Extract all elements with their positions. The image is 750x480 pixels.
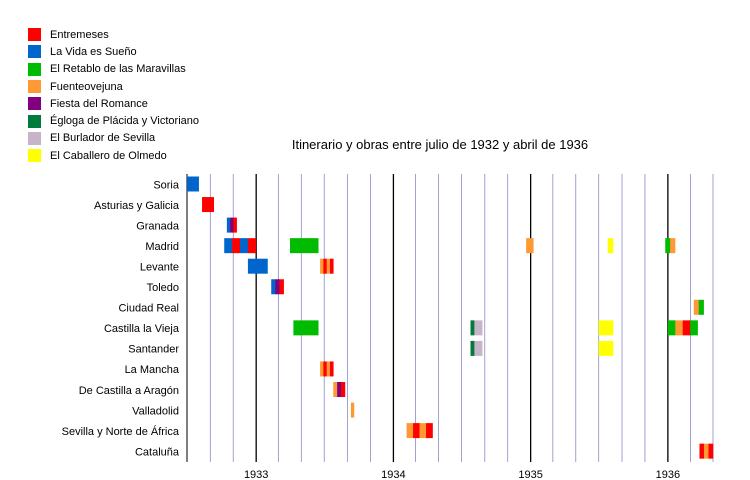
legend-item: El Burlador de Sevilla (28, 130, 199, 147)
region-label: Toledo (147, 282, 179, 294)
event-bar (675, 320, 684, 336)
region-label: Cataluña (135, 446, 180, 458)
x-tick-label: 1934 (381, 469, 405, 480)
event-bar (350, 402, 355, 418)
region-label: Levante (140, 261, 179, 273)
legend-item: La Vida es Sueño (28, 43, 199, 60)
region-label: La Mancha (125, 364, 180, 376)
event-bar (297, 320, 319, 336)
event-bar (233, 217, 237, 233)
region-label: Santander (128, 344, 179, 356)
event-bar (247, 238, 257, 254)
legend-label: Fiesta del Romance (50, 97, 148, 110)
region-label: Sevilla y Norte de África (62, 425, 180, 438)
event-bar (598, 340, 614, 356)
event-bar (682, 320, 691, 336)
legend-item: Égloga de Plácida y Victoriano (28, 112, 199, 129)
event-bar (419, 423, 427, 439)
event-bar (690, 320, 698, 336)
event-bar (323, 361, 327, 377)
event-bar (341, 382, 346, 397)
legend-label: El Burlador de Sevilla (50, 132, 156, 145)
event-bar (474, 340, 479, 356)
legend-item: El Retablo de las Maravillas (28, 61, 199, 78)
event-bar (275, 279, 280, 295)
event-bar (406, 423, 414, 439)
region-label: De Castilla a Aragón (79, 385, 179, 397)
x-tick-label: 1933 (244, 469, 268, 480)
event-bar (699, 443, 705, 459)
legend-swatch (28, 28, 41, 42)
event-bar (470, 320, 475, 336)
event-bar (667, 320, 676, 336)
x-tick-label: 1935 (518, 469, 542, 480)
legend-swatch (28, 45, 41, 59)
event-bar (413, 423, 420, 439)
legend-swatch (28, 114, 41, 128)
region-label: Granada (136, 220, 180, 232)
legend-label: Entremeses (50, 28, 109, 41)
event-bar (271, 279, 276, 295)
region-label: Valladolid (132, 405, 179, 417)
legend-item: El Caballero de Olmedo (28, 147, 199, 164)
legend-item: Fuenteovejuna (28, 78, 199, 95)
event-bar (337, 382, 342, 397)
event-bar (232, 238, 241, 254)
legend-label: El Caballero de Olmedo (50, 149, 167, 162)
event-bar (526, 238, 534, 254)
event-bar (329, 361, 334, 377)
event-bar (226, 217, 231, 233)
legend-label: La Vida es Sueño (50, 45, 137, 58)
event-bar (698, 299, 704, 315)
event-bar (326, 258, 331, 274)
event-bar (470, 340, 475, 356)
event-bar (607, 238, 614, 254)
legend-item: Fiesta del Romance (28, 95, 199, 112)
legend-swatch (28, 131, 41, 145)
event-bar (320, 258, 324, 274)
legend-swatch (28, 149, 41, 163)
region-label: Asturias y Galicia (94, 200, 180, 212)
event-bar (320, 361, 324, 377)
legend-item: Entremeses (28, 26, 199, 43)
legend-swatch (28, 80, 41, 94)
event-bar (290, 238, 319, 254)
event-bar (323, 258, 327, 274)
legend: Entremeses La Vida es Sueño El Retablo de … (28, 26, 199, 164)
event-bar (293, 320, 298, 336)
event-bar (665, 238, 671, 254)
event-bar (202, 197, 214, 213)
event-bar (426, 423, 433, 439)
region-label: Ciudad Real (118, 303, 179, 315)
event-bar (670, 238, 676, 254)
event-bar (230, 217, 234, 233)
event-bar (247, 258, 268, 274)
event-bar (279, 279, 284, 295)
event-bar (326, 361, 331, 377)
region-label: Soria (153, 179, 180, 191)
event-bar (187, 176, 199, 192)
region-label: Castilla la Vieja (104, 323, 180, 335)
legend-swatch (28, 97, 41, 111)
legend-swatch (28, 62, 41, 76)
event-bar (693, 299, 700, 315)
event-bar (478, 340, 483, 356)
event-bar (240, 238, 249, 254)
event-bar (598, 320, 614, 336)
x-tick-label: 1936 (656, 469, 680, 480)
legend-label: Fuenteovejuna (50, 80, 123, 93)
event-bar (703, 443, 709, 459)
event-bar (478, 320, 483, 336)
event-bar (329, 258, 334, 274)
event-bar (708, 443, 714, 459)
event-bar (474, 320, 479, 336)
legend-label: El Retablo de las Maravillas (50, 63, 186, 76)
region-label: Madrid (145, 241, 179, 253)
event-bar (224, 238, 233, 254)
event-bar (333, 382, 338, 397)
legend-label: Égloga de Plácida y Victoriano (50, 115, 200, 128)
chart-title: Itinerario y obras entre julio de 1932 y… (291, 137, 589, 152)
